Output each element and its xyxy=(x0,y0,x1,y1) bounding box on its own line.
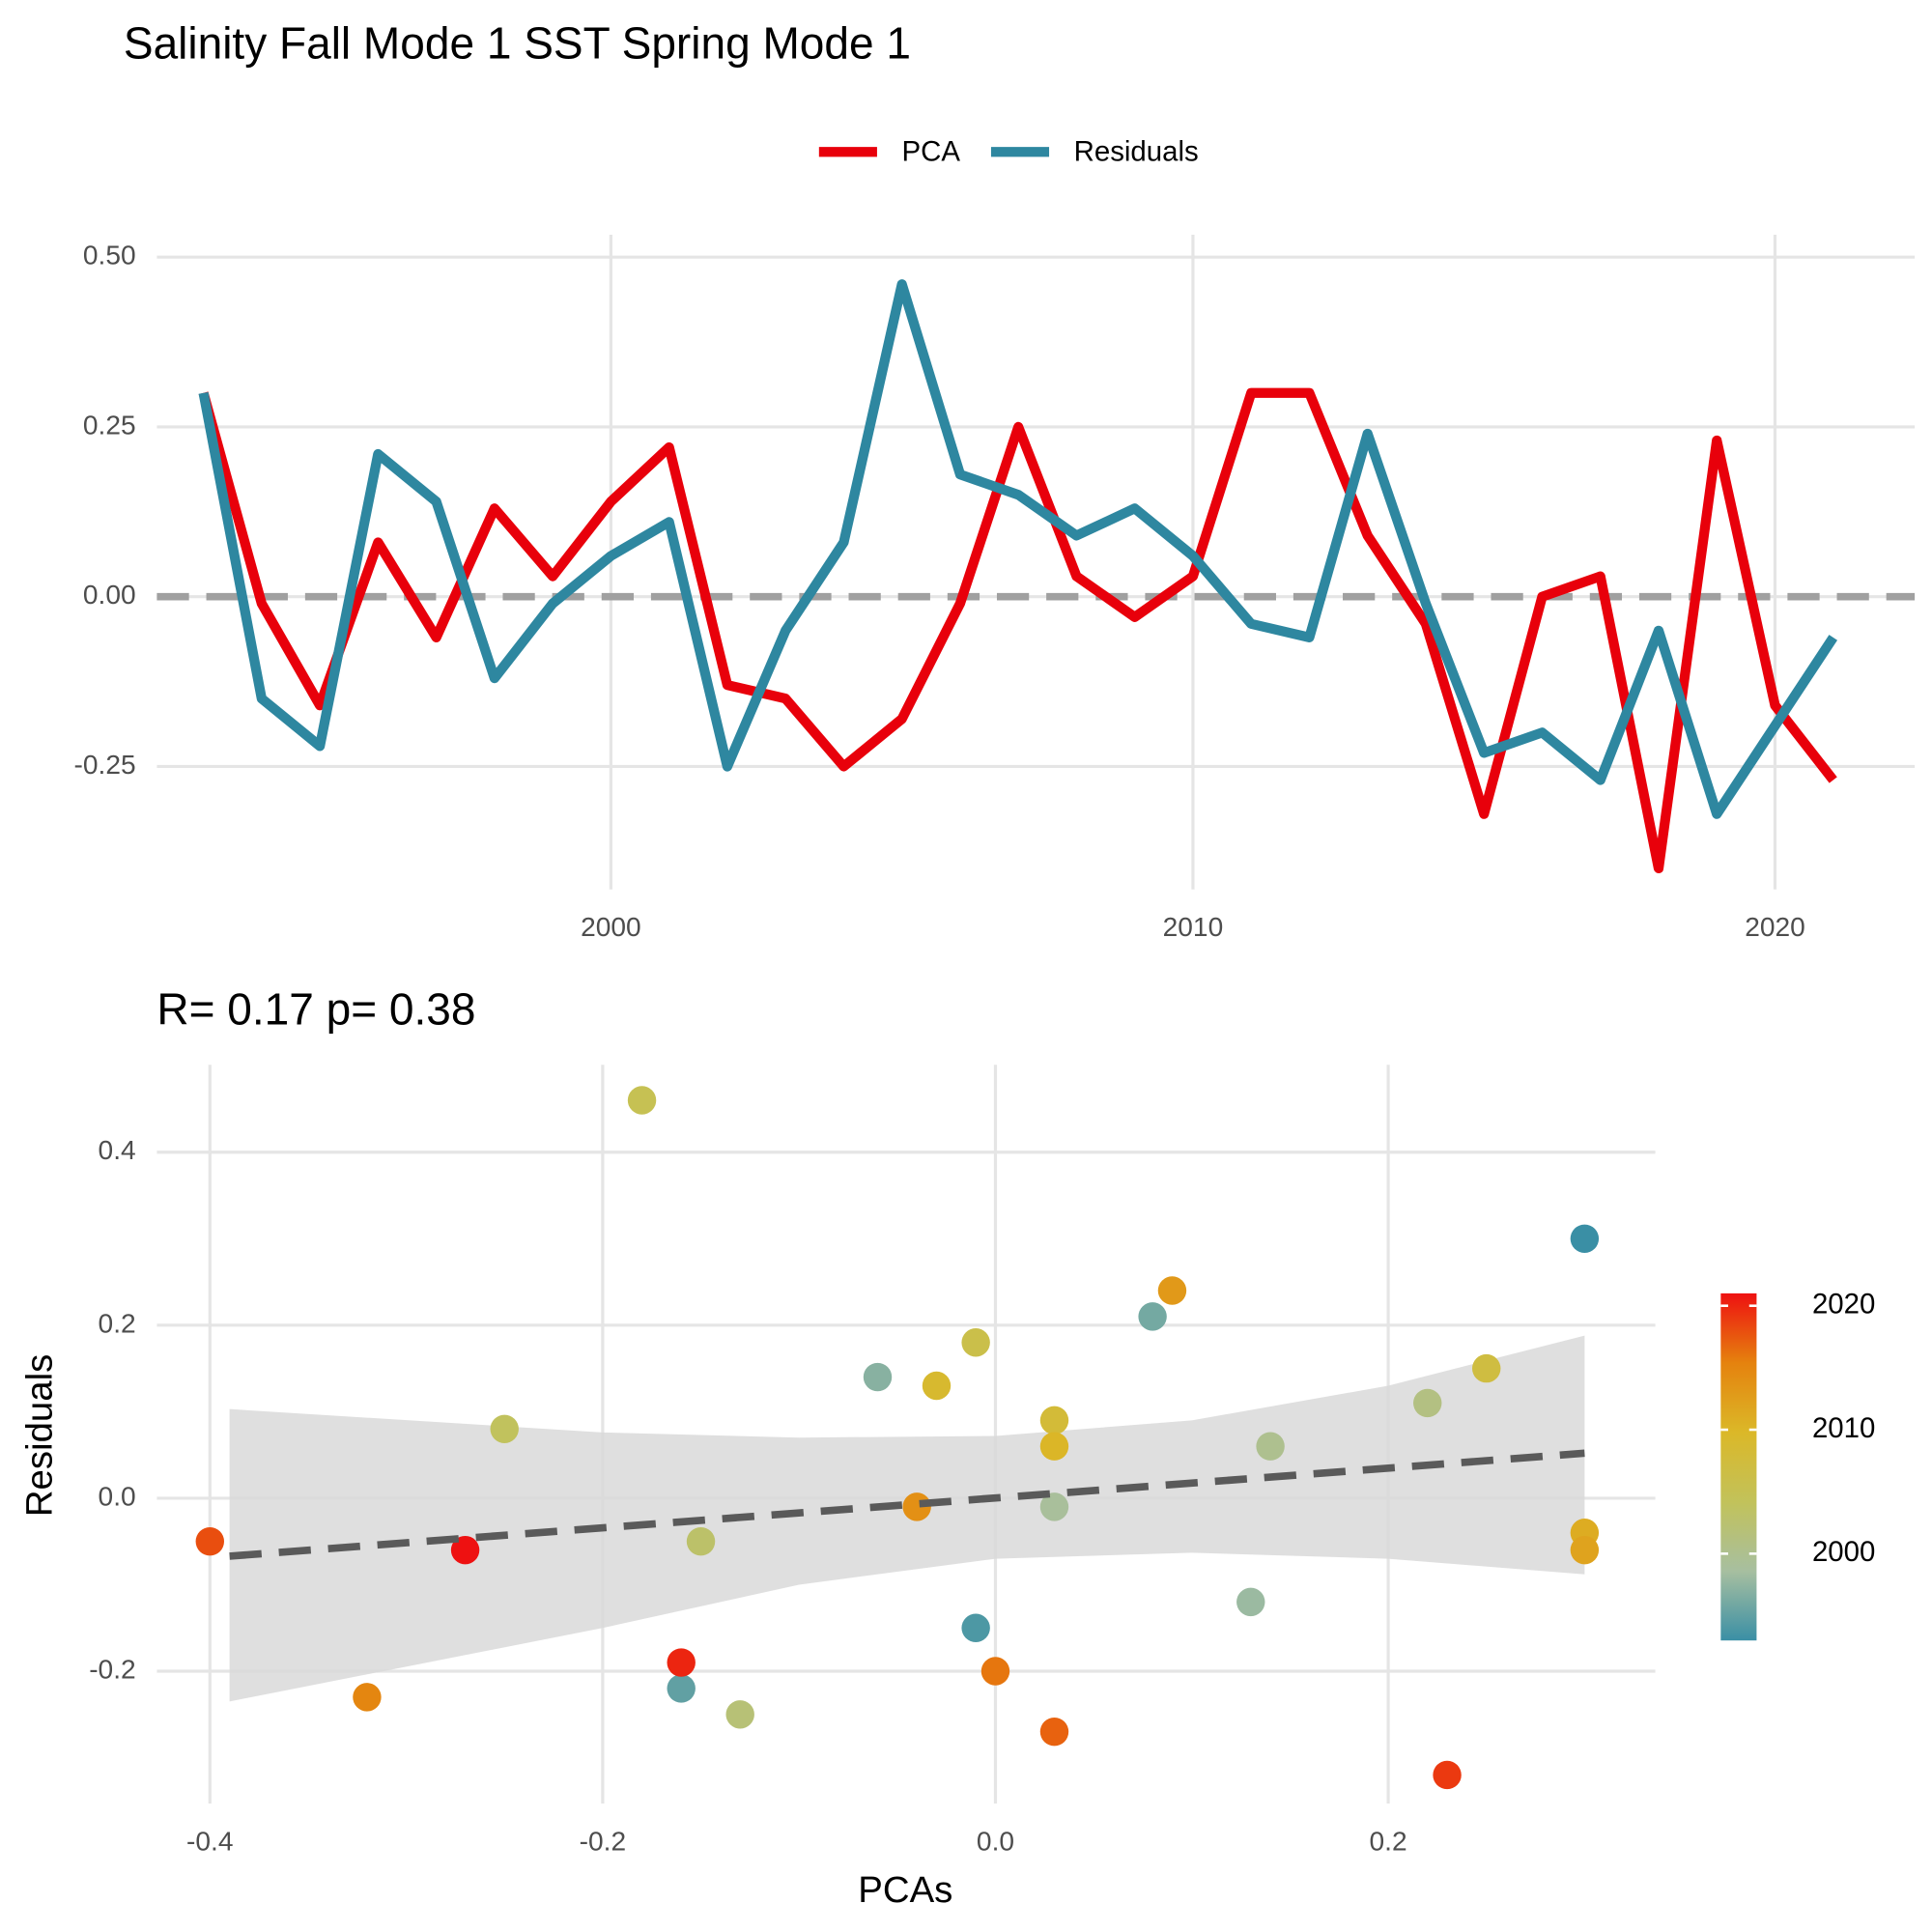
point xyxy=(863,1362,893,1392)
chart-subtitle: R= 0.17 p= 0.38 xyxy=(156,984,475,1035)
point xyxy=(1039,1492,1069,1521)
point xyxy=(1039,1406,1069,1435)
y-tick-label: -0.2 xyxy=(89,1654,135,1684)
point xyxy=(922,1371,952,1401)
confidence-band xyxy=(229,1335,1585,1702)
point xyxy=(961,1328,990,1357)
x-tick-label: 2010 xyxy=(1163,912,1224,942)
point xyxy=(1157,1276,1187,1305)
y-tick-label: 0.2 xyxy=(99,1308,136,1338)
point xyxy=(1236,1587,1265,1617)
x-tick-label: 2020 xyxy=(1745,912,1805,942)
x-axis-title: PCAs xyxy=(858,1869,952,1911)
x-tick-label: -0.4 xyxy=(186,1826,233,1856)
fit-line xyxy=(229,1449,1585,1560)
series-line xyxy=(198,279,1838,819)
point xyxy=(980,1657,1010,1686)
chart-title: Salinity Fall Mode 1 SST Spring Mode 1 xyxy=(124,18,911,69)
y-tick-label: -0.25 xyxy=(74,750,136,780)
point xyxy=(667,1648,696,1677)
y-tick-label: 0.00 xyxy=(83,580,136,610)
point xyxy=(1570,1224,1600,1253)
point xyxy=(450,1535,480,1565)
x-tick-label: 0.2 xyxy=(1370,1826,1407,1856)
point xyxy=(667,1674,696,1703)
point xyxy=(1413,1388,1442,1418)
legend-label: PCA xyxy=(902,135,961,167)
x-tick-label: 0.0 xyxy=(977,1826,1014,1856)
point xyxy=(1472,1353,1501,1383)
point xyxy=(686,1526,716,1556)
point xyxy=(195,1526,224,1556)
y-tick-label: 0.50 xyxy=(83,241,136,270)
x-tick-label: -0.2 xyxy=(580,1826,626,1856)
point xyxy=(1039,1432,1069,1461)
y-tick-label: 0.4 xyxy=(99,1135,136,1165)
point xyxy=(490,1414,519,1443)
colorbar-label: 2000 xyxy=(1812,1536,1875,1568)
y-axis-title: Residuals xyxy=(19,1354,61,1517)
point xyxy=(1138,1302,1167,1331)
y-tick-label: 0.25 xyxy=(83,410,136,440)
colorbar-label: 2010 xyxy=(1812,1412,1875,1444)
point xyxy=(1039,1717,1069,1747)
point xyxy=(353,1683,382,1712)
point xyxy=(1433,1760,1462,1790)
point xyxy=(961,1613,990,1642)
legend-label: Residuals xyxy=(1074,135,1199,167)
point xyxy=(1256,1432,1285,1461)
point xyxy=(725,1700,754,1729)
colorbar-label: 2020 xyxy=(1812,1288,1875,1320)
x-tick-label: 2000 xyxy=(581,912,641,942)
y-tick-label: 0.0 xyxy=(99,1481,136,1511)
series-line xyxy=(198,387,1837,874)
point xyxy=(1570,1535,1600,1565)
point xyxy=(627,1086,657,1115)
colorbar xyxy=(1720,1293,1757,1641)
